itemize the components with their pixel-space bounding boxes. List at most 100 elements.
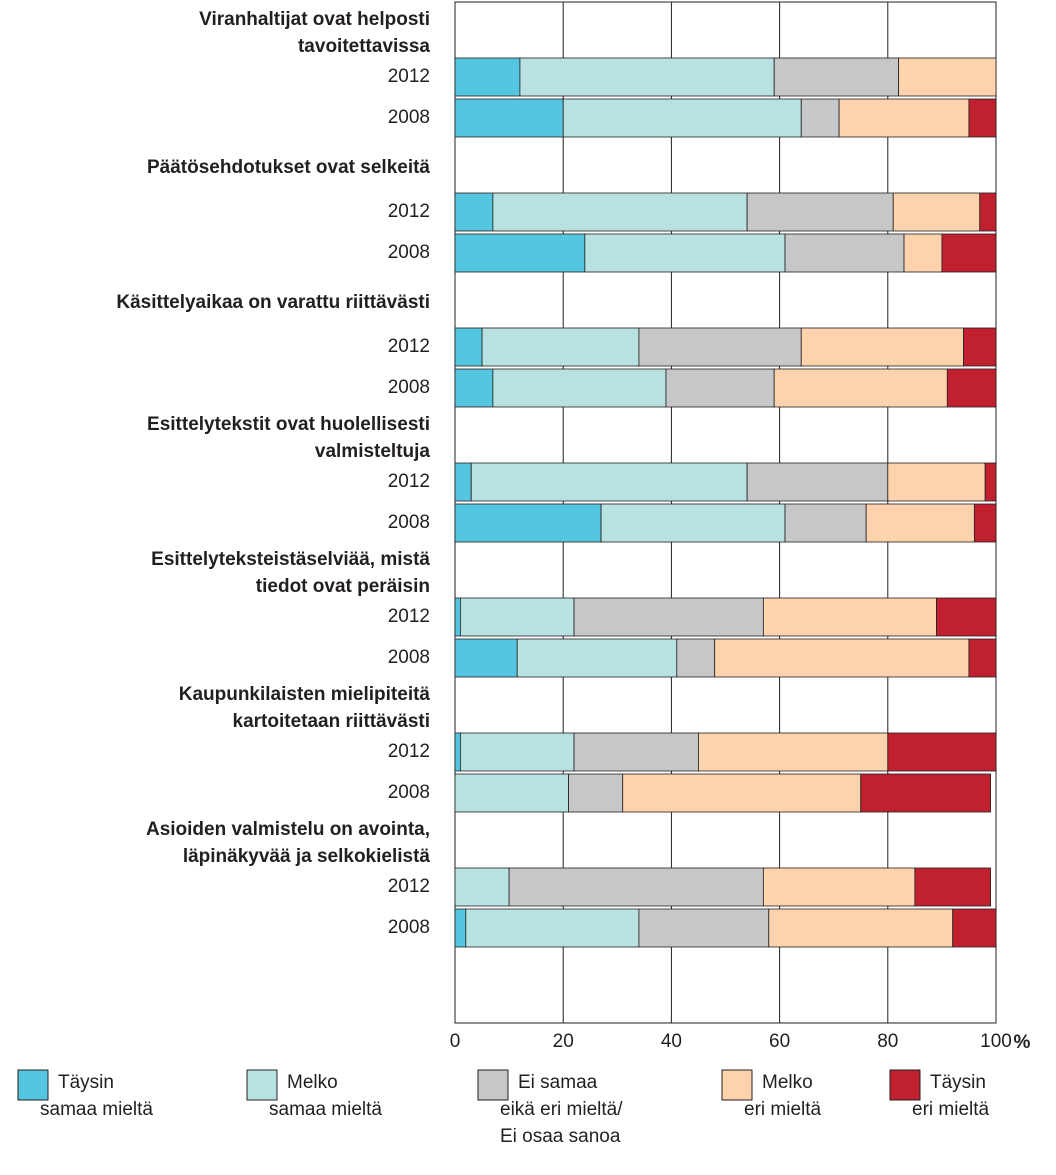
bar-segment bbox=[481, 327, 640, 367]
bar-segment bbox=[460, 597, 575, 637]
legend-label: Täysin bbox=[58, 1072, 114, 1093]
group-title: tiedot ovat peräisin bbox=[256, 576, 430, 597]
bar-segment bbox=[714, 638, 970, 678]
bar-segment bbox=[622, 773, 862, 813]
legend-label: Täysin bbox=[930, 1072, 986, 1093]
group-title: Esittelyteksteistäselviää, mistä bbox=[151, 549, 430, 570]
year-label: 2012 bbox=[388, 471, 430, 492]
year-label: 2008 bbox=[388, 647, 430, 668]
group-title: tavoitettavissa bbox=[298, 36, 430, 57]
x-tick-label: 60 bbox=[769, 1031, 790, 1052]
legend-label: eri mieltä bbox=[744, 1099, 822, 1120]
bar-segment bbox=[762, 597, 937, 637]
bar-segment bbox=[800, 98, 840, 138]
bar-segment bbox=[887, 732, 997, 772]
bar-segment bbox=[746, 462, 889, 502]
year-label: 2008 bbox=[388, 377, 430, 398]
x-tick-label: 20 bbox=[553, 1031, 574, 1052]
bar-segment bbox=[508, 867, 764, 907]
year-label: 2012 bbox=[388, 741, 430, 762]
bar-segment bbox=[454, 773, 570, 813]
group-title: valmisteltuja bbox=[315, 441, 431, 462]
bar-segment bbox=[838, 98, 970, 138]
year-label: 2012 bbox=[388, 336, 430, 357]
bar-segment bbox=[941, 233, 997, 273]
year-label: 2012 bbox=[388, 606, 430, 627]
bar-segment bbox=[903, 233, 943, 273]
legend-swatch bbox=[889, 1069, 921, 1101]
bar-segment bbox=[454, 503, 602, 543]
bar-segment bbox=[676, 638, 716, 678]
x-tick-label: 100 bbox=[980, 1031, 1012, 1052]
bar-segment bbox=[465, 908, 640, 948]
bar-segment bbox=[454, 233, 586, 273]
bar-segment bbox=[460, 732, 575, 772]
bar-segment bbox=[963, 327, 997, 367]
bar-segment bbox=[865, 503, 975, 543]
bar-segment bbox=[984, 462, 997, 502]
x-unit: % bbox=[1014, 1032, 1031, 1053]
legend-label: eikä eri mieltä/ bbox=[500, 1099, 623, 1120]
legend-swatch bbox=[17, 1069, 49, 1101]
legend-label: samaa mieltä bbox=[269, 1099, 382, 1120]
bar-segment bbox=[784, 503, 867, 543]
bar-segment bbox=[454, 597, 461, 637]
legend-label: Melko bbox=[762, 1072, 813, 1093]
bar-segment bbox=[773, 368, 948, 408]
year-label: 2012 bbox=[388, 66, 430, 87]
bar-segment bbox=[519, 57, 775, 97]
bar-segment bbox=[562, 98, 802, 138]
year-label: 2008 bbox=[388, 782, 430, 803]
group-title: Käsittelyaikaa on varattu riittävästi bbox=[116, 292, 430, 313]
bar-segment bbox=[454, 462, 472, 502]
bar-segment bbox=[454, 192, 494, 232]
group-title: Viranhaltijat ovat helposti bbox=[199, 9, 430, 30]
bar-segment bbox=[979, 192, 997, 232]
bar-segment bbox=[800, 327, 964, 367]
bar-segment bbox=[784, 233, 905, 273]
bar-segment bbox=[600, 503, 786, 543]
bar-segment bbox=[454, 57, 521, 97]
bar-segment bbox=[568, 773, 624, 813]
year-label: 2012 bbox=[388, 876, 430, 897]
year-label: 2008 bbox=[388, 107, 430, 128]
bar-segment bbox=[860, 773, 991, 813]
x-tick-label: 0 bbox=[450, 1031, 461, 1052]
x-tick-label: 80 bbox=[877, 1031, 898, 1052]
bar-segment bbox=[946, 368, 997, 408]
bar-segment bbox=[454, 638, 518, 678]
bar-segment bbox=[454, 867, 510, 907]
bar-segment bbox=[914, 867, 991, 907]
bar-segment bbox=[638, 327, 802, 367]
bar-segment bbox=[892, 192, 981, 232]
legend-swatch bbox=[246, 1069, 278, 1101]
bar-segment bbox=[746, 192, 894, 232]
bar-segment bbox=[936, 597, 997, 637]
bar-segment bbox=[573, 597, 764, 637]
bar-segment bbox=[454, 908, 467, 948]
bar-segment bbox=[665, 368, 775, 408]
bar-segment bbox=[454, 368, 494, 408]
bar-segment bbox=[952, 908, 997, 948]
bar-segment bbox=[768, 908, 954, 948]
group-title: Päätösehdotukset ovat selkeitä bbox=[147, 157, 430, 178]
group-title: läpinäkyvää ja selkokielistä bbox=[183, 846, 431, 867]
legend-label: Ei osaa sanoa bbox=[500, 1126, 621, 1147]
x-tick-label: 40 bbox=[661, 1031, 682, 1052]
bar-segment bbox=[454, 98, 564, 138]
year-label: 2012 bbox=[388, 201, 430, 222]
legend-swatch bbox=[721, 1069, 753, 1101]
bar-segment bbox=[773, 57, 900, 97]
bar-segment bbox=[968, 638, 997, 678]
legend-label: eri mieltä bbox=[912, 1099, 990, 1120]
group-title: kartoitetaan riittävästi bbox=[233, 711, 430, 732]
bar-segment bbox=[470, 462, 748, 502]
bar-segment bbox=[454, 327, 483, 367]
bar-segment bbox=[516, 638, 678, 678]
year-label: 2008 bbox=[388, 242, 430, 263]
year-label: 2008 bbox=[388, 512, 430, 533]
legend-label: Melko bbox=[287, 1072, 338, 1093]
bar-segment bbox=[454, 732, 461, 772]
bar-segment bbox=[968, 98, 997, 138]
